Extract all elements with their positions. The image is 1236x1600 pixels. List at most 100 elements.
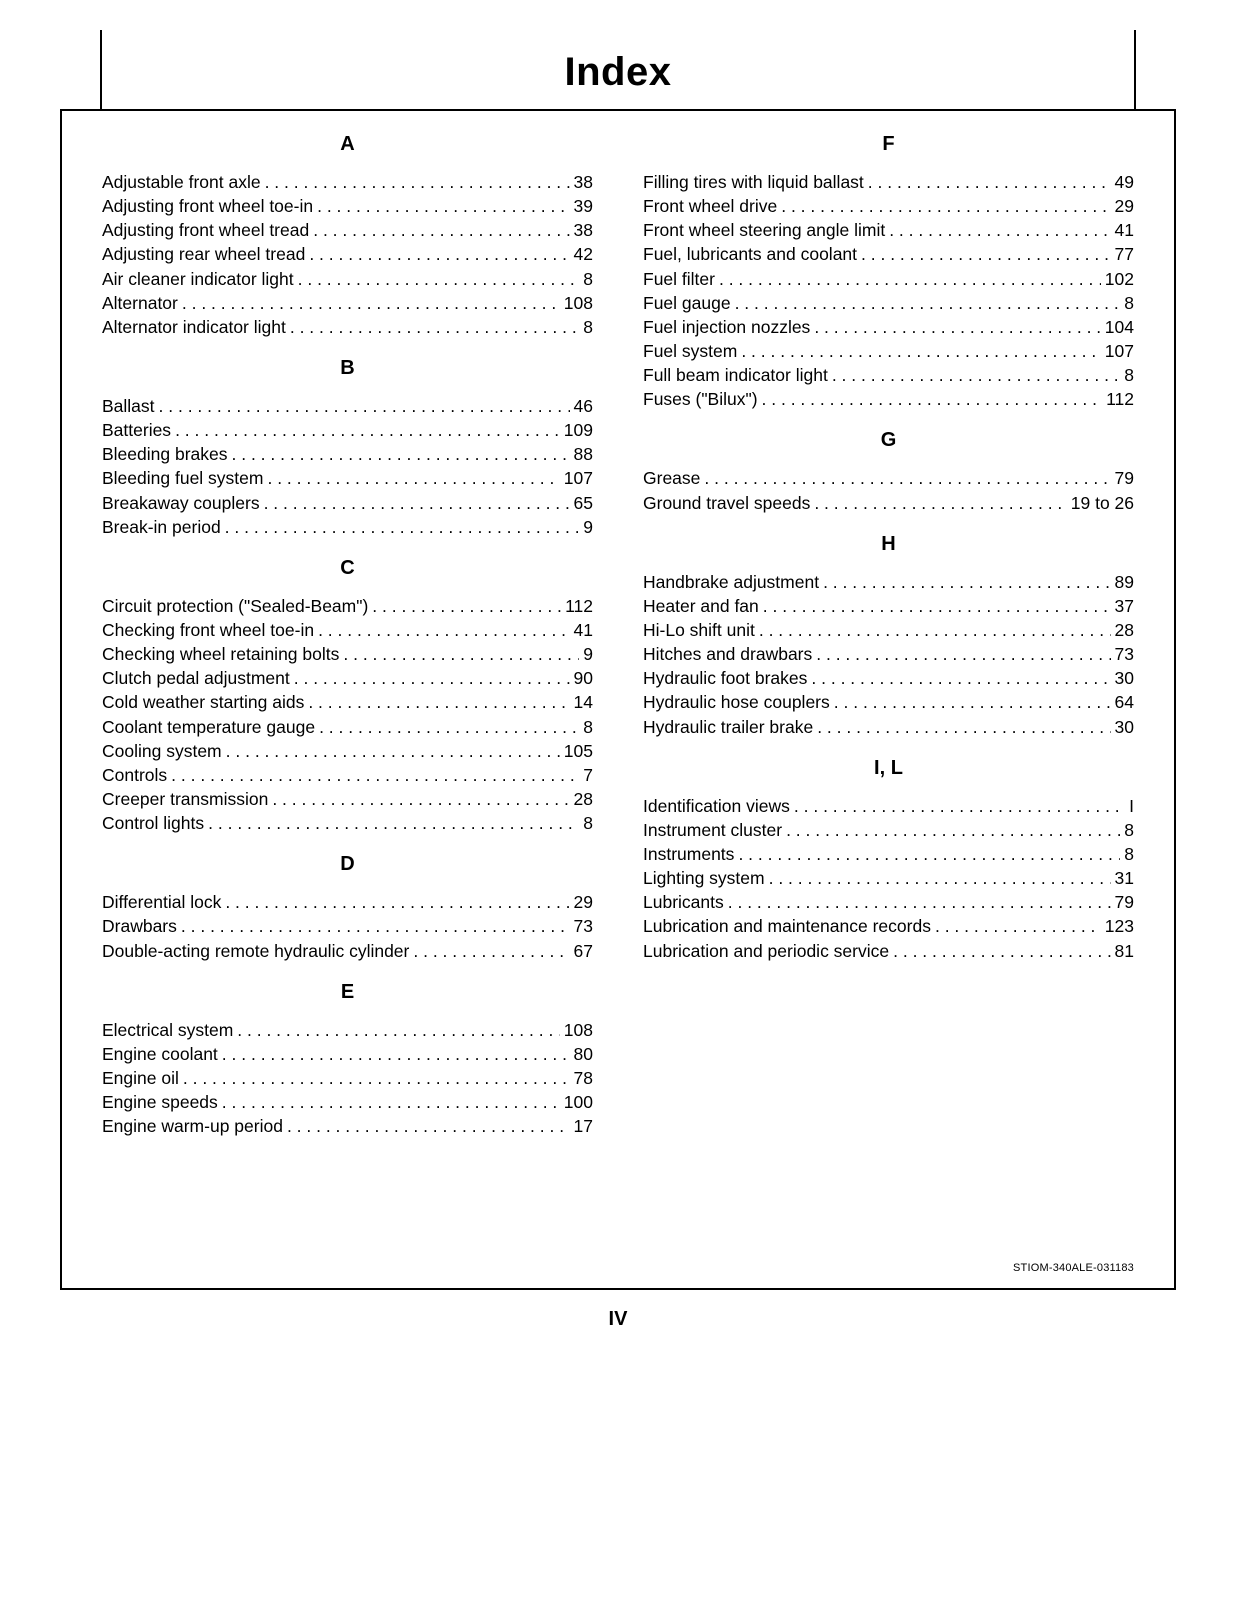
index-entry-page: 78 bbox=[574, 1066, 593, 1090]
section-heading: D bbox=[102, 853, 593, 876]
index-entry-label: Alternator indicator light bbox=[102, 315, 286, 339]
index-entry-page: 38 bbox=[574, 170, 593, 194]
index-entry-label: Front wheel steering angle limit bbox=[643, 218, 885, 242]
leader-dots bbox=[823, 570, 1110, 594]
index-entry: Hi-Lo shift unit28 bbox=[643, 618, 1134, 642]
index-entry-label: Breakaway couplers bbox=[102, 491, 260, 515]
leader-dots bbox=[372, 594, 561, 618]
index-entry-page: 90 bbox=[574, 666, 593, 690]
index-entry: Controls 7 bbox=[102, 763, 593, 787]
index-entry-page: I bbox=[1129, 794, 1134, 818]
index-entry: Cold weather starting aids14 bbox=[102, 690, 593, 714]
index-entry-page: 41 bbox=[1115, 218, 1134, 242]
leader-dots bbox=[272, 787, 569, 811]
section-heading: B bbox=[102, 357, 593, 380]
leader-dots bbox=[171, 763, 579, 787]
index-entry-label: Controls bbox=[102, 763, 167, 787]
index-entry: Fuel injection nozzles104 bbox=[643, 315, 1134, 339]
document-code: STIOM-340ALE-031183 bbox=[1013, 1262, 1134, 1274]
index-entry: Lubrication and maintenance records123 bbox=[643, 914, 1134, 938]
index-entry-label: Clutch pedal adjustment bbox=[102, 666, 290, 690]
index-entry: Adjusting front wheel toe-in39 bbox=[102, 194, 593, 218]
leader-dots bbox=[814, 491, 1066, 515]
leader-dots bbox=[786, 818, 1120, 842]
index-entry: Hydraulic hose couplers64 bbox=[643, 690, 1134, 714]
index-entry-page: 30 bbox=[1115, 666, 1134, 690]
index-entry-page: 67 bbox=[574, 939, 593, 963]
index-entry-label: Adjusting front wheel toe-in bbox=[102, 194, 313, 218]
index-entry-label: Fuses ("Bilux") bbox=[643, 387, 758, 411]
index-entry-label: Fuel system bbox=[643, 339, 737, 363]
leader-dots bbox=[267, 466, 559, 490]
section-heading: H bbox=[643, 533, 1134, 556]
leader-dots bbox=[181, 914, 570, 938]
index-entry: Adjusting rear wheel tread42 bbox=[102, 242, 593, 266]
index-entry: Control lights8 bbox=[102, 811, 593, 835]
page-number: IV bbox=[60, 1308, 1176, 1331]
index-entry-page: 107 bbox=[564, 466, 593, 490]
index-entry-label: Filling tires with liquid ballast bbox=[643, 170, 864, 194]
index-entry-label: Hydraulic foot brakes bbox=[643, 666, 807, 690]
index-entry-label: Instrument cluster bbox=[643, 818, 782, 842]
index-entry: Coolant temperature gauge8 bbox=[102, 715, 593, 739]
index-entry-label: Bleeding fuel system bbox=[102, 466, 263, 490]
index-entry-label: Ground travel speeds bbox=[643, 491, 810, 515]
page-title: Index bbox=[102, 50, 1134, 95]
leader-dots bbox=[868, 170, 1111, 194]
index-entry: Fuses ("Bilux")112 bbox=[643, 387, 1134, 411]
index-entry-page: 9 bbox=[583, 515, 593, 539]
index-entry-page: 7 bbox=[583, 763, 593, 787]
leader-dots bbox=[225, 890, 569, 914]
leader-dots bbox=[225, 515, 580, 539]
section-heading: G bbox=[643, 429, 1134, 452]
leader-dots bbox=[294, 666, 570, 690]
index-entry: Fuel system107 bbox=[643, 339, 1134, 363]
index-entry-page: 8 bbox=[1124, 291, 1134, 315]
index-entry-label: Circuit protection ("Sealed-Beam") bbox=[102, 594, 368, 618]
leader-dots bbox=[313, 218, 569, 242]
index-entry: Filling tires with liquid ballast 49 bbox=[643, 170, 1134, 194]
index-entry: Instruments8 bbox=[643, 842, 1134, 866]
index-entry-label: Adjustable front axle bbox=[102, 170, 261, 194]
index-entry-label: Engine warm-up period bbox=[102, 1114, 283, 1138]
index-entry-label: Adjusting rear wheel tread bbox=[102, 242, 305, 266]
index-entry-page: 17 bbox=[574, 1114, 593, 1138]
index-entry: Bleeding fuel system 107 bbox=[102, 466, 593, 490]
section-heading: A bbox=[102, 133, 593, 156]
leader-dots bbox=[893, 939, 1110, 963]
index-entry-page: 29 bbox=[574, 890, 593, 914]
leader-dots bbox=[222, 1090, 560, 1114]
index-entry-page: 8 bbox=[583, 267, 593, 291]
index-entry-page: 49 bbox=[1115, 170, 1134, 194]
index-entry: Lighting system31 bbox=[643, 866, 1134, 890]
index-entry: Engine coolant80 bbox=[102, 1042, 593, 1066]
index-entry: Ballast46 bbox=[102, 394, 593, 418]
leader-dots bbox=[728, 890, 1111, 914]
leader-dots bbox=[832, 363, 1120, 387]
index-entry-page: 46 bbox=[574, 394, 593, 418]
leader-dots bbox=[226, 739, 560, 763]
index-entry-label: Engine speeds bbox=[102, 1090, 218, 1114]
index-entry: Breakaway couplers65 bbox=[102, 491, 593, 515]
index-entry-page: 8 bbox=[583, 715, 593, 739]
index-entry: Front wheel steering angle limit 41 bbox=[643, 218, 1134, 242]
index-entry-label: Alternator bbox=[102, 291, 178, 315]
index-entry-page: 108 bbox=[564, 291, 593, 315]
index-entry-label: Air cleaner indicator light bbox=[102, 267, 294, 291]
index-entry-label: Fuel filter bbox=[643, 267, 715, 291]
index-entry: Engine speeds100 bbox=[102, 1090, 593, 1114]
index-entry-page: 28 bbox=[574, 787, 593, 811]
index-entry-label: Engine oil bbox=[102, 1066, 179, 1090]
leader-dots bbox=[861, 242, 1111, 266]
index-entry-page: 9 bbox=[583, 642, 593, 666]
index-entry: Identification viewsI bbox=[643, 794, 1134, 818]
index-entry-label: Break-in period bbox=[102, 515, 221, 539]
index-entry-page: 8 bbox=[583, 315, 593, 339]
index-entry: Alternator indicator light 8 bbox=[102, 315, 593, 339]
index-entry-page: 77 bbox=[1115, 242, 1134, 266]
index-entry-label: Hitches and drawbars bbox=[643, 642, 812, 666]
leader-dots bbox=[317, 194, 569, 218]
index-columns: AAdjustable front axle38Adjusting front … bbox=[102, 133, 1134, 1138]
index-entry-page: 8 bbox=[1124, 842, 1134, 866]
leader-dots bbox=[182, 291, 560, 315]
